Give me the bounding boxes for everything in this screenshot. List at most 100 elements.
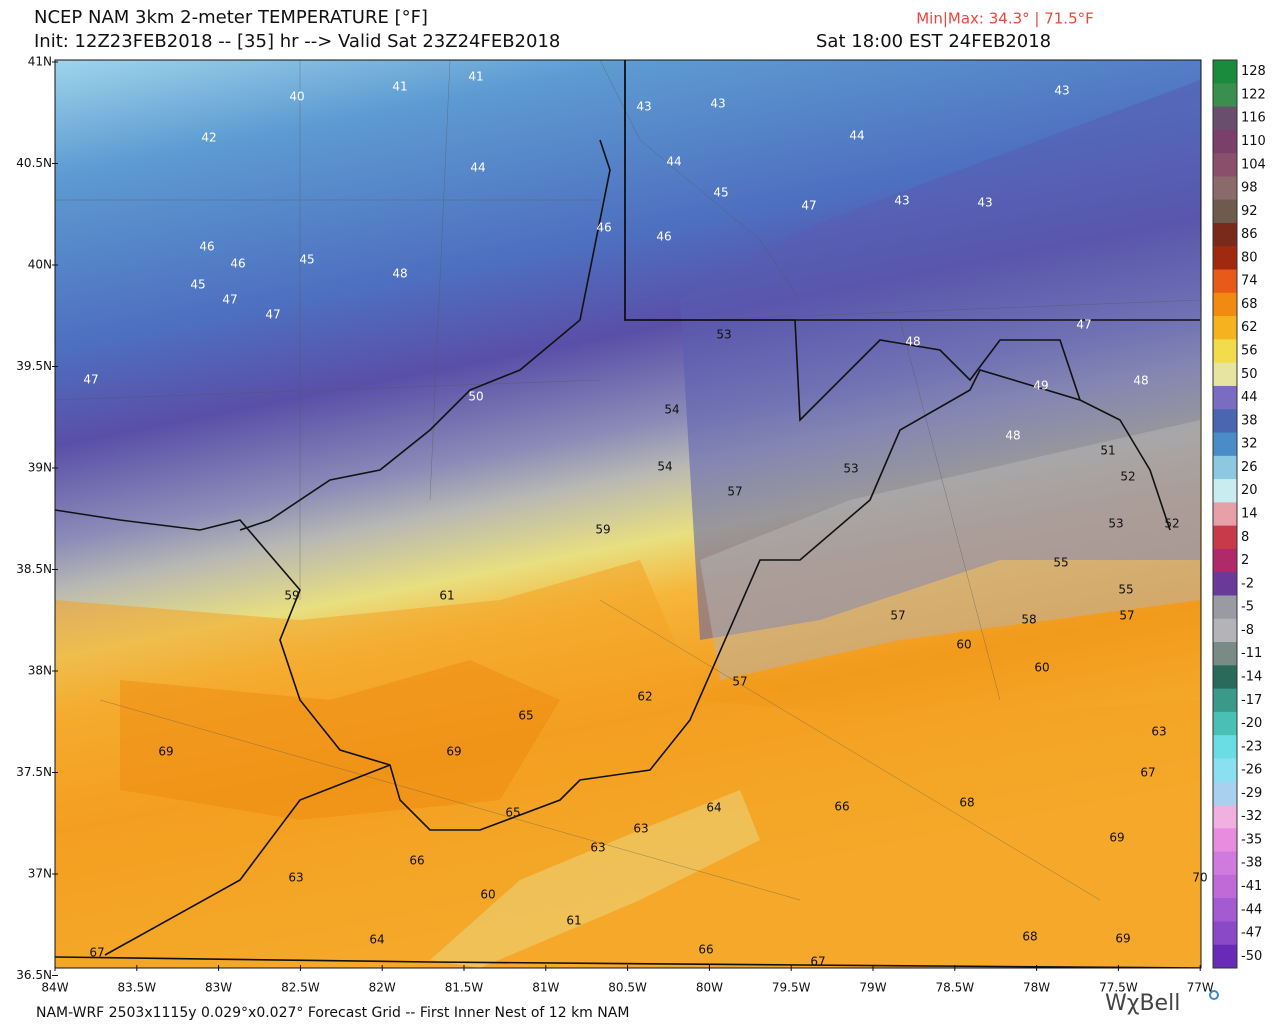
colorbar-swatch <box>1213 665 1237 690</box>
temp-label: 45 <box>190 278 205 292</box>
colorbar-label: 26 <box>1241 460 1258 475</box>
colorbar-swatch <box>1213 874 1237 899</box>
lat-label: 39.5N <box>16 359 52 373</box>
temp-label: 69 <box>158 745 173 759</box>
temp-label: 41 <box>468 70 483 84</box>
temp-label: 60 <box>956 638 971 652</box>
colorbar-swatch <box>1213 758 1237 783</box>
temp-label: 58 <box>1021 613 1036 627</box>
colorbar-swatch <box>1213 60 1237 84</box>
brand-mark <box>1209 990 1219 1000</box>
temp-label: 49 <box>1033 379 1048 393</box>
temp-label: 43 <box>977 196 992 210</box>
grid-info: NAM-WRF 2503x1115y 0.029°x0.027° Forecas… <box>36 1005 629 1021</box>
colorbar-swatch <box>1213 711 1237 736</box>
colorbar-swatch <box>1213 688 1237 713</box>
temp-label: 44 <box>470 161 485 175</box>
temp-label: 68 <box>959 796 974 810</box>
lon-label: 84W <box>41 981 68 995</box>
colorbar-label: 56 <box>1241 344 1258 359</box>
init-line: Init: 12Z23FEB2018 -- [35] hr --> Valid … <box>34 31 560 52</box>
temp-label: 65 <box>505 806 520 820</box>
temp-label: 70 <box>1192 871 1207 885</box>
colorbar-label: 50 <box>1241 367 1258 382</box>
colorbar-label: 110 <box>1241 134 1266 149</box>
temp-label: 66 <box>698 943 713 957</box>
temp-label: 55 <box>1053 556 1068 570</box>
colorbar-label: 44 <box>1241 390 1258 405</box>
temp-label: 53 <box>716 328 731 342</box>
temp-label: 40 <box>289 90 304 104</box>
lat-label: 37N <box>28 867 52 881</box>
colorbar-swatch <box>1213 385 1237 410</box>
colorbar-label: -20 <box>1241 716 1262 731</box>
colorbar-swatch <box>1213 781 1237 806</box>
colorbar-label: -32 <box>1241 809 1262 824</box>
lat-label: 38.5N <box>16 562 52 576</box>
lon-label: 78W <box>1023 981 1050 995</box>
lon-label: 83.5W <box>118 981 157 995</box>
temp-label: 53 <box>843 462 858 476</box>
lon-label: 82.5W <box>281 981 320 995</box>
temp-label: 64 <box>706 801 721 815</box>
temp-label: 53 <box>1108 517 1123 531</box>
lat-label: 39N <box>28 461 52 475</box>
lon-label: 80.5W <box>608 981 647 995</box>
colorbar-label: -2 <box>1241 576 1254 591</box>
colorbar-label: 32 <box>1241 437 1258 452</box>
temp-label: 63 <box>633 822 648 836</box>
temp-label: 60 <box>1034 661 1049 675</box>
colorbar-label: -50 <box>1241 949 1262 964</box>
lon-label: 79.5W <box>772 981 811 995</box>
colorbar-label: -44 <box>1241 902 1262 917</box>
temp-label: 44 <box>666 155 681 169</box>
temp-label: 43 <box>1054 84 1069 98</box>
temp-label: 52 <box>1120 470 1135 484</box>
colorbar-label: -41 <box>1241 879 1262 894</box>
temp-label: 61 <box>439 589 454 603</box>
colorbar-swatch <box>1213 595 1237 620</box>
colorbar-label: 20 <box>1241 483 1258 498</box>
temp-label: 59 <box>284 589 299 603</box>
colorbar-swatch <box>1213 828 1237 853</box>
lon-label: 80W <box>696 981 723 995</box>
colorbar-label: 38 <box>1241 413 1258 428</box>
temp-label: 48 <box>1133 374 1148 388</box>
temp-label: 57 <box>732 675 747 689</box>
colorbar-swatch <box>1213 642 1237 666</box>
colorbar-label: -8 <box>1241 623 1254 638</box>
colorbar-swatch <box>1213 83 1237 108</box>
temp-label: 50 <box>468 390 483 404</box>
colorbar-label: -17 <box>1241 693 1262 708</box>
colorbar-swatch <box>1213 339 1237 364</box>
temp-label: 69 <box>446 745 461 759</box>
lat-label: 37.5N <box>16 765 52 779</box>
temp-label: 63 <box>288 871 303 885</box>
temp-label: 44 <box>849 129 864 143</box>
colorbar-swatch <box>1213 432 1237 457</box>
temp-label: 47 <box>801 199 816 213</box>
colorbar-swatch <box>1213 246 1237 271</box>
temp-label: 68 <box>1022 930 1037 944</box>
colorbar-label: 128 <box>1241 64 1266 79</box>
temp-label: 48 <box>1005 429 1020 443</box>
temp-label: 41 <box>392 80 407 94</box>
colorbar-swatch <box>1213 129 1237 154</box>
lon-label: 82W <box>369 981 396 995</box>
lon-label: 81.5W <box>445 981 484 995</box>
map-field <box>55 60 1201 968</box>
colorbar-swatch <box>1213 502 1237 527</box>
temp-label: 54 <box>657 460 672 474</box>
temp-label: 67 <box>1140 766 1155 780</box>
lat-label: 38N <box>28 664 52 678</box>
colorbar-swatch <box>1213 479 1237 503</box>
colorbar-label: 116 <box>1241 111 1266 126</box>
colorbar-label: 86 <box>1241 227 1258 242</box>
colorbar-label: 98 <box>1241 181 1258 196</box>
colorbar-label: 62 <box>1241 320 1258 335</box>
temp-label: 55 <box>1118 583 1133 597</box>
lon-label: 78.5W <box>936 981 975 995</box>
colorbar-label: 68 <box>1241 297 1258 312</box>
temp-label: 47 <box>222 293 237 307</box>
